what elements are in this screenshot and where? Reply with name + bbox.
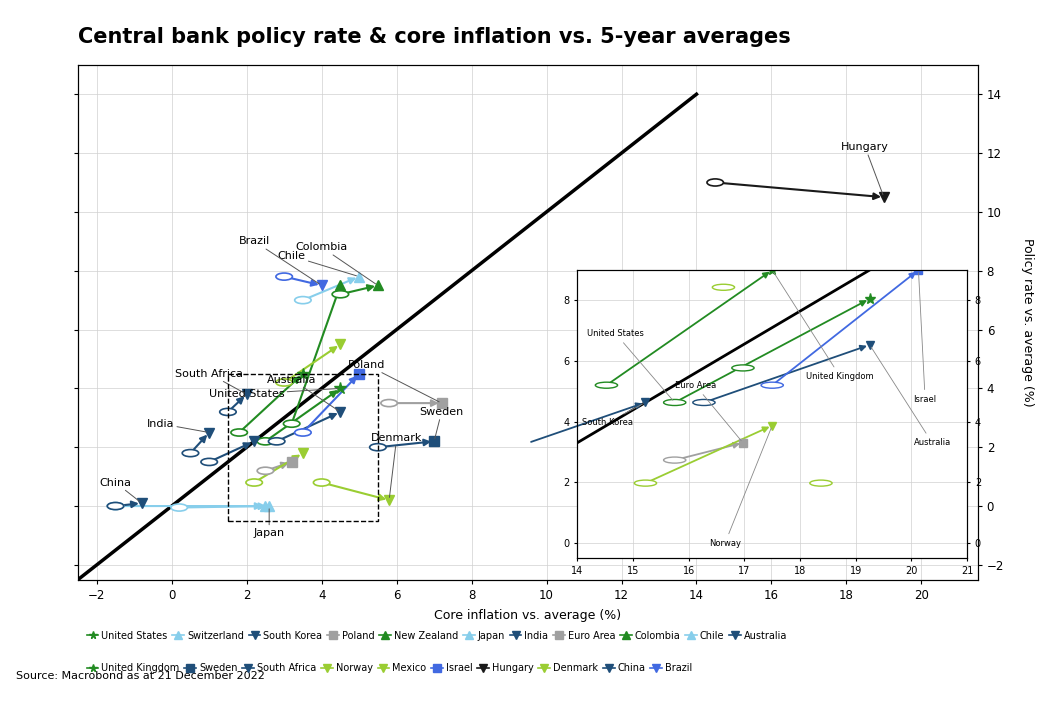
Ellipse shape bbox=[664, 457, 685, 463]
Text: Israel: Israel bbox=[913, 273, 937, 404]
Text: ○  lgimblog.com: ○ lgimblog.com bbox=[681, 17, 785, 31]
Ellipse shape bbox=[369, 444, 386, 451]
Ellipse shape bbox=[313, 479, 330, 486]
Ellipse shape bbox=[219, 408, 236, 415]
Ellipse shape bbox=[517, 440, 540, 446]
Ellipse shape bbox=[707, 179, 724, 186]
Text: India: India bbox=[147, 419, 207, 432]
Ellipse shape bbox=[332, 291, 348, 298]
Text: Source: Macrobond as at 21 December 2022: Source: Macrobond as at 21 December 2022 bbox=[16, 671, 264, 681]
Text: Australia: Australia bbox=[872, 347, 951, 447]
Text: Euro Area: Euro Area bbox=[675, 381, 742, 441]
Ellipse shape bbox=[693, 400, 716, 405]
Ellipse shape bbox=[381, 400, 397, 407]
Ellipse shape bbox=[634, 480, 656, 486]
Ellipse shape bbox=[810, 480, 832, 486]
Ellipse shape bbox=[284, 420, 300, 427]
Text: Central bank policy rate & core inflation vs. 5-year averages: Central bank policy rate & core inflatio… bbox=[78, 27, 790, 47]
Text: South Korea: South Korea bbox=[582, 404, 643, 427]
Legend: United Kingdom, Sweden, South Africa, Norway, Mexico, Israel, Hungary, Denmark, : United Kingdom, Sweden, South Africa, No… bbox=[83, 660, 696, 677]
Text: United States: United States bbox=[209, 389, 338, 400]
Ellipse shape bbox=[595, 382, 618, 388]
Text: Denmark: Denmark bbox=[371, 433, 422, 498]
Text: Norway: Norway bbox=[709, 428, 772, 548]
Text: Chile: Chile bbox=[278, 251, 357, 276]
Ellipse shape bbox=[171, 504, 187, 511]
Text: Japan: Japan bbox=[254, 509, 285, 538]
Ellipse shape bbox=[732, 365, 754, 371]
Ellipse shape bbox=[245, 479, 262, 486]
Legend: United States, Switzerland, South Korea, Poland, New Zealand, Japan, India, Euro: United States, Switzerland, South Korea,… bbox=[83, 627, 791, 644]
Text: Hungary: Hungary bbox=[841, 142, 889, 194]
Bar bbox=[228, 374, 378, 521]
Text: Brazil: Brazil bbox=[238, 236, 319, 284]
Text: United States: United States bbox=[587, 329, 673, 400]
Y-axis label: Policy rate vs. average (%): Policy rate vs. average (%) bbox=[1020, 238, 1034, 407]
Ellipse shape bbox=[664, 400, 685, 405]
Ellipse shape bbox=[268, 438, 285, 445]
Text: Colombia: Colombia bbox=[295, 242, 375, 284]
Ellipse shape bbox=[201, 459, 217, 466]
Ellipse shape bbox=[107, 503, 124, 510]
Ellipse shape bbox=[712, 284, 734, 290]
Ellipse shape bbox=[257, 467, 274, 474]
Ellipse shape bbox=[107, 503, 124, 510]
Text: December 2022   |   Markets and economics: December 2022 | Markets and economics bbox=[16, 17, 292, 31]
Text: Australia: Australia bbox=[267, 374, 338, 410]
Text: @LGIM: @LGIM bbox=[900, 17, 943, 31]
Ellipse shape bbox=[182, 449, 199, 456]
Ellipse shape bbox=[231, 429, 248, 436]
Text: South Africa: South Africa bbox=[175, 369, 244, 393]
Text: United Kingdom: United Kingdom bbox=[774, 272, 874, 381]
Text: Sweden: Sweden bbox=[419, 407, 464, 438]
Ellipse shape bbox=[276, 379, 292, 386]
Ellipse shape bbox=[294, 429, 311, 436]
Ellipse shape bbox=[257, 438, 274, 445]
X-axis label: Core inflation vs. average (%): Core inflation vs. average (%) bbox=[435, 608, 621, 621]
Ellipse shape bbox=[276, 273, 292, 280]
Ellipse shape bbox=[294, 297, 311, 304]
Text: China: China bbox=[100, 477, 139, 501]
Ellipse shape bbox=[761, 382, 783, 388]
Text: Poland: Poland bbox=[348, 360, 439, 402]
